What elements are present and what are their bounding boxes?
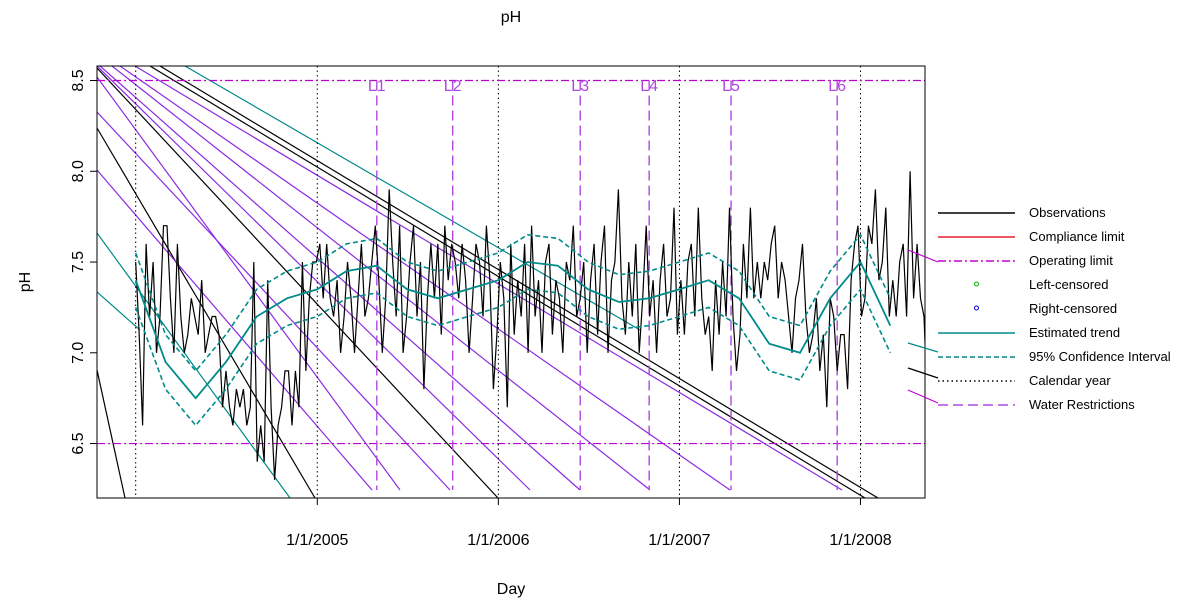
- legend-label: Estimated trend: [1029, 325, 1120, 340]
- y-tick-label: 8.5: [70, 69, 87, 91]
- water-restriction-label: L4: [640, 78, 658, 95]
- diagonal-line: [97, 111, 451, 491]
- y-tick-label: 6.5: [70, 432, 87, 454]
- diagonal-line: [97, 369, 126, 498]
- legend-symbol: [974, 305, 979, 311]
- x-axis-label: Day: [497, 581, 525, 598]
- legend-artifact-line: [907, 367, 939, 379]
- legend: Observations Compliance limit Operating li…: [938, 205, 1171, 412]
- diagonal-line: [97, 232, 291, 498]
- ci-upper-series: [134, 233, 892, 373]
- diagonal-line: [97, 76, 401, 491]
- y-tick-label: 8.0: [70, 160, 87, 182]
- y-axis-label: pH: [17, 272, 34, 292]
- legend-decor: [907, 249, 939, 404]
- background-lines: [97, 66, 879, 498]
- x-tick-label: 1/1/2008: [829, 532, 891, 549]
- diagonal-line: [97, 66, 531, 491]
- diagonal-line: [97, 291, 141, 331]
- diagonal-line: [97, 127, 316, 498]
- legend-label: Observations: [1029, 205, 1106, 220]
- legend-artifact-line: [907, 389, 939, 404]
- legend-label: Water Restrictions: [1029, 397, 1135, 412]
- legend-artifact-line: [907, 342, 939, 353]
- water-restriction-label: L6: [828, 78, 846, 95]
- x-tick-label: 1/1/2006: [467, 532, 529, 549]
- legend-label: Operating limit: [1029, 253, 1113, 268]
- ci-lower-series: [134, 287, 892, 427]
- y-tick-label: 7.0: [70, 342, 87, 364]
- legend-label: Calendar year: [1029, 373, 1111, 388]
- legend-label: Right-censored: [1029, 301, 1117, 316]
- water-restriction-label: L3: [571, 78, 589, 95]
- diagonal-line: [111, 66, 651, 491]
- observations-series: [135, 171, 925, 480]
- legend-label: 95% Confidence Interval: [1029, 349, 1171, 364]
- water-restriction-label: L2: [444, 78, 462, 95]
- legend-label: Left-censored: [1029, 277, 1109, 292]
- legend-symbol: [974, 281, 979, 287]
- diagonal-line: [99, 66, 581, 491]
- estimated-trend-series: [134, 260, 892, 400]
- water-restriction-label: L5: [722, 78, 740, 95]
- legend-artifact-line: [907, 249, 939, 263]
- axes-layer: 6.5 7.0 7.5 8.0 8.5 1/1/2005 1/1/2006 1/1/2007 1…: [70, 65, 926, 549]
- diagonal-line: [149, 66, 866, 498]
- y-tick-label: 7.5: [70, 251, 87, 273]
- diagonal-line: [184, 66, 641, 331]
- data-layer: L1 L2 L3 L4 L5 L6: [97, 66, 925, 498]
- diagonal-line: [97, 169, 373, 491]
- diagonal-line: [97, 67, 499, 498]
- plot-frame: [96, 65, 926, 499]
- x-tick-label: 1/1/2007: [648, 532, 710, 549]
- chart-title: pH: [501, 9, 521, 26]
- water-restriction-label: L1: [368, 78, 386, 95]
- diagonal-line: [159, 66, 879, 498]
- diagonal-line: [119, 66, 731, 491]
- diagonal-line: [134, 66, 843, 491]
- legend-label: Compliance limit: [1029, 229, 1125, 244]
- x-tick-label: 1/1/2005: [286, 532, 348, 549]
